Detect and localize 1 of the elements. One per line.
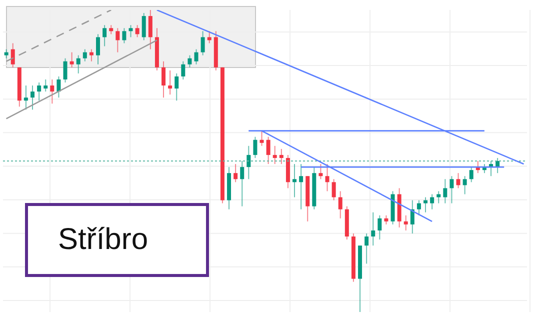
annotation: Stříbro: [58, 223, 148, 257]
